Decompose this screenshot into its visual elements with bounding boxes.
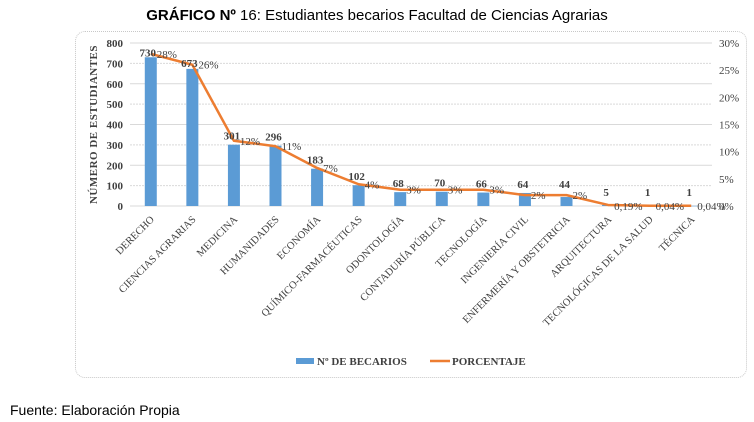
percentage-value-label: 0,19%: [614, 201, 642, 213]
chart-frame: [75, 31, 747, 378]
percentage-value-label: 7%: [323, 163, 338, 175]
percentage-value-label: 3%: [406, 185, 421, 197]
legend-bar-swatch: [296, 358, 314, 364]
y-tick-label: 800: [107, 38, 124, 50]
x-category-label: CONTADURÍA PÚBLICA: [358, 213, 448, 303]
percentage-value-label: 0,04%: [656, 201, 684, 213]
bar: [352, 185, 365, 206]
percentage-value-label: 11%: [282, 141, 302, 153]
x-category-label: CIENCIAS AGRARIAS: [117, 214, 199, 296]
bar-value-label: 102: [348, 171, 365, 183]
y2-tick-label: 0%: [719, 201, 734, 213]
bar: [560, 197, 573, 206]
bar: [269, 145, 282, 206]
percentage-value-label: 28%: [157, 49, 177, 61]
y2-tick-label: 5%: [719, 174, 734, 186]
percentage-value-label: 12%: [240, 136, 260, 148]
x-category-label: INGENIERÍA CIVIL: [458, 214, 531, 287]
bar-value-label: 64: [517, 179, 529, 191]
y2-tick-label: 25%: [719, 65, 739, 77]
y2-tick-label: 20%: [719, 92, 739, 104]
bar-value-label: 70: [434, 178, 446, 190]
bar: [144, 57, 157, 207]
y2-tick-label: 30%: [719, 38, 739, 50]
percentage-value-label: 3%: [448, 185, 463, 197]
y-tick-label: 300: [107, 140, 124, 152]
x-category-label: TÉCNICA: [657, 213, 698, 254]
y-tick-label: 700: [107, 58, 124, 70]
bar: [227, 144, 240, 206]
y-axis-title: NÚMERO DE ESTUDIANTES: [88, 45, 100, 204]
chart-title-rest: 16: Estudiantes becarios Facultad de Cie…: [235, 7, 608, 24]
y-tick-label: 200: [107, 160, 124, 172]
y2-tick-label: 15%: [719, 120, 739, 132]
bar: [186, 68, 199, 206]
combo-chart: 0 100 200 300 400 500 600 700 800 0% 5% 10% 15% 20% 25…: [88, 38, 739, 368]
percentage-value-label: 3%: [489, 185, 504, 197]
bar-value-label: 296: [265, 132, 282, 144]
y-tick-label: 400: [107, 120, 124, 132]
x-category-label: DERECHO: [114, 214, 157, 257]
chart-title: GRÁFICO Nº 16: Estudiantes becarios Facu…: [0, 7, 754, 24]
percentage-line: [150, 52, 692, 208]
legend-line-label: PORCENTAJE: [452, 356, 526, 368]
bar-value-label: 673: [181, 58, 198, 70]
bar: [477, 192, 490, 206]
bar-value-label: 301: [224, 131, 241, 143]
percentage-value-label: 0,04%: [697, 201, 725, 213]
bar-value-label: 1: [686, 187, 692, 199]
legend-bar-label: Nº DE BECARIOS: [317, 356, 407, 368]
bar-value-label: 44: [559, 179, 571, 191]
y-tick-label: 600: [107, 79, 124, 91]
y-tick-label: 500: [107, 99, 124, 111]
bar: [435, 191, 448, 206]
percentage-value-label: 2%: [573, 190, 588, 202]
bar: [311, 168, 324, 206]
chart-title-bold: GRÁFICO Nº: [146, 7, 236, 24]
bar-value-label: 66: [476, 179, 488, 191]
bar-value-label: 183: [307, 155, 324, 167]
bar: [394, 192, 407, 206]
y-tick-label: 0: [118, 201, 124, 213]
bar-value-label: 68: [393, 178, 405, 190]
percentage-value-label: 4%: [365, 179, 380, 191]
percentage-value-label: 2%: [531, 190, 546, 202]
y2-tick-label: 10%: [719, 147, 739, 159]
y-tick-label: 100: [107, 181, 124, 193]
bar-value-label: 5: [603, 187, 609, 199]
bar-value-label: 730: [140, 47, 157, 59]
bar-value-label: 1: [645, 187, 651, 199]
x-category-label: MEDICINA: [195, 214, 240, 259]
source-note: Fuente: Elaboración Propia: [10, 402, 180, 418]
percentage-value-label: 26%: [198, 60, 218, 72]
